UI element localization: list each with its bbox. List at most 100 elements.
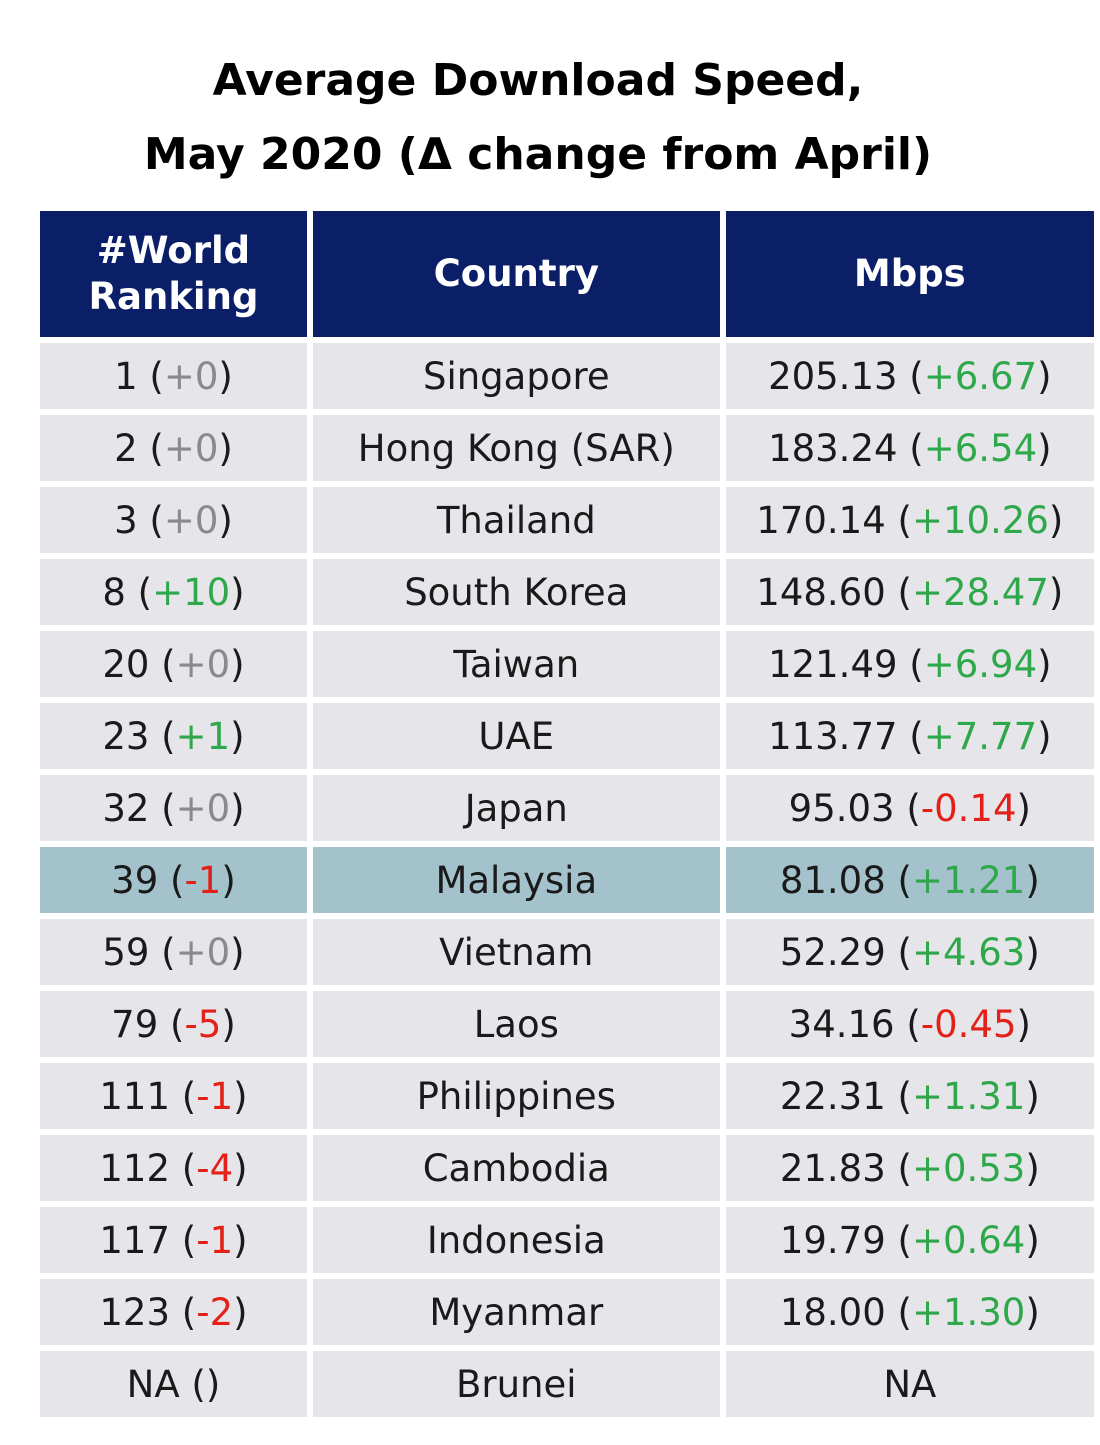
cell-text: ): [1016, 1002, 1031, 1046]
country-cell: South Korea: [312, 559, 720, 625]
cell-text: 205.13 (: [768, 354, 924, 398]
cell-text: ): [1025, 858, 1040, 902]
rank-cell: 23 (+1): [40, 703, 307, 769]
cell-text: ): [230, 786, 245, 830]
country-cell: Japan: [312, 775, 720, 841]
rank-cell: 1 (+0): [40, 343, 307, 409]
cell-text: 23 (: [102, 714, 176, 758]
country-cell: Singapore: [312, 343, 720, 409]
table-row: 59 (+0) Vietnam 52.29 (+4.63): [40, 919, 1094, 985]
cell-text: 34.16 (: [788, 1002, 921, 1046]
change-value: +10: [152, 570, 231, 614]
country-cell: Malaysia: [312, 847, 720, 913]
speed-cell: 95.03 (-0.14): [725, 775, 1094, 841]
speed-cell: 52.29 (+4.63): [725, 919, 1094, 985]
cell-text: ): [221, 858, 236, 902]
change-value: -5: [184, 1002, 222, 1046]
country-cell: Hong Kong (SAR): [312, 415, 720, 481]
speed-cell: 21.83 (+0.53): [725, 1135, 1094, 1201]
cell-text: 19.79 (: [779, 1218, 912, 1262]
cell-text: 183.24 (: [768, 426, 924, 470]
change-value: +0: [175, 930, 231, 974]
table-row: 32 (+0) Japan 95.03 (-0.14): [40, 775, 1094, 841]
change-value: -1: [196, 1074, 234, 1118]
rank-cell: 20 (+0): [40, 631, 307, 697]
change-value: +0: [163, 498, 219, 542]
speed-cell: 183.24 (+6.54): [725, 415, 1094, 481]
speed-cell: NA: [725, 1351, 1094, 1417]
cell-text: ): [233, 1218, 248, 1262]
cell-text: NA: [883, 1362, 937, 1406]
country-cell: Laos: [312, 991, 720, 1057]
table-row: 1 (+0) Singapore 205.13 (+6.67): [40, 343, 1094, 409]
rank-cell: 39 (-1): [40, 847, 307, 913]
change-value: +1.21: [911, 858, 1026, 902]
table-row: 2 (+0) Hong Kong (SAR) 183.24 (+6.54): [40, 415, 1094, 481]
speed-cell: 205.13 (+6.67): [725, 343, 1094, 409]
country-cell: Taiwan: [312, 631, 720, 697]
speed-cell: 121.49 (+6.94): [725, 631, 1094, 697]
speed-cell: 18.00 (+1.30): [725, 1279, 1094, 1345]
cell-text: 148.60 (: [756, 570, 912, 614]
cell-text: ): [233, 1290, 248, 1334]
change-value: +6.67: [923, 354, 1038, 398]
cell-text: 3 (: [114, 498, 164, 542]
cell-text: ): [218, 498, 233, 542]
change-value: -4: [196, 1146, 234, 1190]
table-row: NA () Brunei NA: [40, 1351, 1094, 1417]
cell-text: ): [230, 570, 245, 614]
cell-text: ): [1048, 498, 1064, 542]
cell-text: 117 (: [99, 1218, 197, 1262]
change-value: +6.54: [923, 426, 1038, 470]
table-row: 23 (+1) UAE 113.77 (+7.77): [40, 703, 1094, 769]
change-value: +4.63: [911, 930, 1026, 974]
rank-cell: 59 (+0): [40, 919, 307, 985]
cell-text: ): [1048, 570, 1064, 614]
rank-cell: 79 (-5): [40, 991, 307, 1057]
table-row: 3 (+0) Thailand 170.14 (+10.26): [40, 487, 1094, 553]
cell-text: 59 (: [102, 930, 176, 974]
change-value: -0.14: [920, 786, 1017, 830]
speed-cell: 22.31 (+1.31): [725, 1063, 1094, 1129]
cell-text: 1 (: [114, 354, 164, 398]
table-row: 112 (-4) Cambodia 21.83 (+0.53): [40, 1135, 1094, 1201]
speed-cell: 34.16 (-0.45): [725, 991, 1094, 1057]
cell-text: ): [218, 426, 233, 470]
title: Average Download Speed, May 2020 (Δ chang…: [0, 44, 1076, 192]
change-value: +10.26: [911, 498, 1049, 542]
cell-text: ): [221, 1002, 236, 1046]
cell-text: 121.49 (: [768, 642, 924, 686]
cell-text: ): [230, 714, 245, 758]
cell-text: 18.00 (: [779, 1290, 912, 1334]
table-row: 79 (-5) Laos 34.16 (-0.45): [40, 991, 1094, 1057]
cell-text: 22.31 (: [779, 1074, 912, 1118]
cell-text: ): [230, 930, 245, 974]
speed-cell: 148.60 (+28.47): [725, 559, 1094, 625]
cell-text: 20 (: [102, 642, 176, 686]
table-row: 20 (+0) Taiwan 121.49 (+6.94): [40, 631, 1094, 697]
country-cell: UAE: [312, 703, 720, 769]
cell-text: 95.03 (: [788, 786, 921, 830]
header-row: #World Ranking Country Mbps: [40, 211, 1094, 337]
table-row: 123 (-2) Myanmar 18.00 (+1.30): [40, 1279, 1094, 1345]
cell-text: 8 (: [102, 570, 153, 614]
country-cell: Myanmar: [312, 1279, 720, 1345]
column-header: Mbps: [725, 211, 1094, 337]
change-value: -1: [196, 1218, 234, 1262]
change-value: +1.30: [911, 1290, 1026, 1334]
cell-text: 32 (: [102, 786, 176, 830]
cell-text: 39 (: [111, 858, 185, 902]
change-value: +0: [163, 354, 219, 398]
table-body: 1 (+0) Singapore 205.13 (+6.67) 2 (+0) Hong …: [40, 343, 1094, 1417]
cell-text: ): [218, 354, 233, 398]
cell-text: 2 (: [114, 426, 164, 470]
cell-text: ): [1037, 642, 1052, 686]
table-row: 8 (+10) South Korea 148.60 (+28.47): [40, 559, 1094, 625]
table-row: 117 (-1) Indonesia 19.79 (+0.64): [40, 1207, 1094, 1273]
cell-text: ): [230, 642, 245, 686]
cell-text: ): [1025, 1146, 1040, 1190]
change-value: +0: [175, 642, 231, 686]
change-value: +28.47: [911, 570, 1049, 614]
rank-cell: 117 (-1): [40, 1207, 307, 1273]
change-value: -0.45: [920, 1002, 1017, 1046]
